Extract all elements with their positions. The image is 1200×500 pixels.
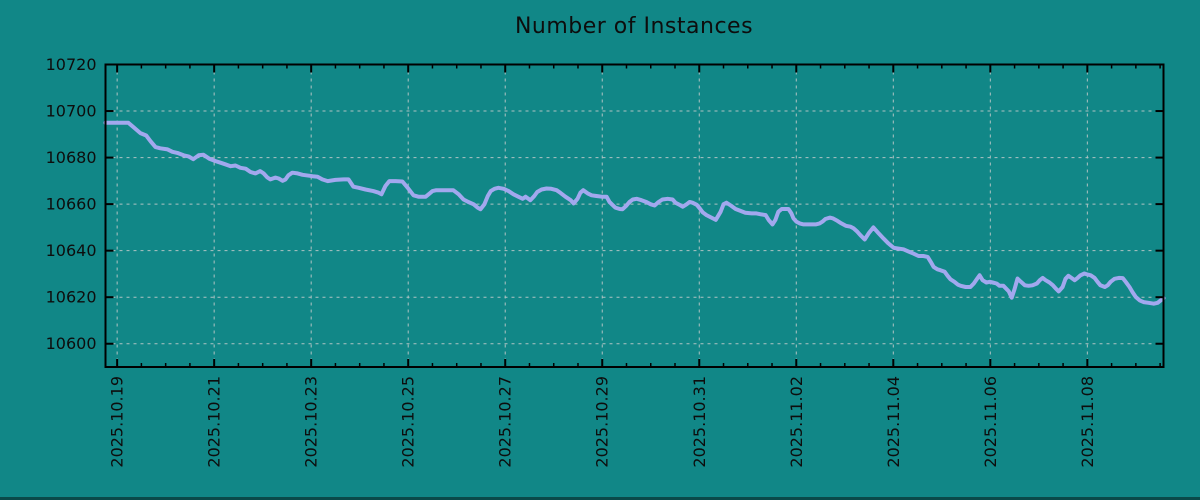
x-tick-label: 2025.11.02: [787, 376, 806, 468]
x-tick-label: 2025.10.21: [205, 376, 224, 468]
bottom-edge-bar: [0, 497, 1200, 500]
x-tick-label: 2025.10.25: [399, 376, 418, 468]
y-tick-label: 10680: [46, 148, 97, 167]
y-tick-label: 10600: [46, 334, 97, 353]
plot-border: [104, 63, 1165, 368]
x-tick-label: 2025.10.19: [108, 376, 127, 468]
y-tick-label: 10660: [46, 195, 97, 214]
data-line: [103, 120, 1166, 306]
chart-title: Number of Instances: [514, 14, 754, 39]
y-tick-label: 10720: [46, 55, 97, 74]
y-tick-label: 10620: [46, 288, 97, 307]
y-tick-label: 10700: [46, 102, 97, 121]
x-tick-label: 2025.10.27: [496, 376, 515, 468]
x-tick-label: 2025.11.04: [884, 376, 903, 468]
x-tick-label: 2025.10.31: [690, 376, 709, 468]
x-tick-label: 2025.11.08: [1078, 376, 1097, 468]
x-tick-label: 2025.10.23: [302, 376, 321, 468]
y-tick-label: 10640: [46, 241, 97, 260]
x-tick-label: 2025.10.29: [593, 376, 612, 468]
x-tick-label: 2025.11.06: [981, 376, 1000, 468]
